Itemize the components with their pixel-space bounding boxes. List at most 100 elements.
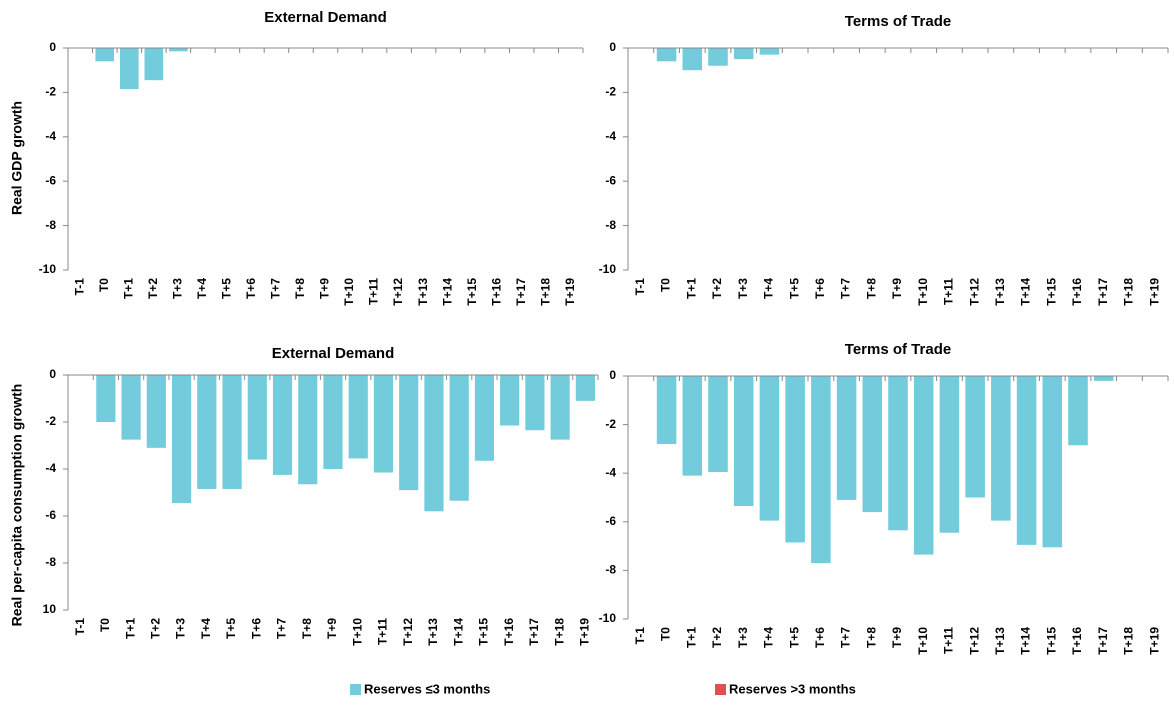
bar xyxy=(550,375,570,440)
x-tick-label: T+10 xyxy=(916,278,930,306)
y-tick-label: -8 xyxy=(605,218,616,232)
bar xyxy=(811,376,831,564)
y-axis-label: Real GDP growth xyxy=(9,101,25,215)
y-tick-label: -10 xyxy=(599,262,617,276)
x-tick-label: T+10 xyxy=(342,278,356,306)
x-tick-label: T+19 xyxy=(1147,627,1161,655)
x-tick-label: T+7 xyxy=(839,278,853,299)
x-tick-label: T+3 xyxy=(171,278,185,299)
x-tick-label: T+9 xyxy=(325,618,339,639)
x-tick-label: T+14 xyxy=(440,278,454,306)
x-tick-label: T+1 xyxy=(121,278,135,299)
x-tick-label: T+15 xyxy=(465,278,479,306)
x-tick-label: T+10 xyxy=(350,618,364,646)
x-tick-label: T+17 xyxy=(1096,278,1110,306)
x-tick-label: T+19 xyxy=(578,618,592,646)
bar xyxy=(759,48,780,55)
bar xyxy=(708,48,728,66)
y-tick-label: 10 xyxy=(43,602,57,616)
y-tick-label: 0 xyxy=(49,367,56,381)
x-tick-label: T+9 xyxy=(318,278,332,299)
x-tick-label: T+3 xyxy=(736,627,750,648)
y-tick-label: -2 xyxy=(45,414,56,428)
x-tick-label: T+11 xyxy=(376,618,390,645)
x-tick-label: T+7 xyxy=(269,278,283,299)
x-tick-label: T+1 xyxy=(684,278,698,299)
x-tick-label: T-1 xyxy=(72,278,86,296)
x-tick-label: T+11 xyxy=(367,278,381,305)
x-tick-label: T+19 xyxy=(1147,278,1161,306)
x-tick-label: T-1 xyxy=(633,278,647,296)
x-tick-label: T+18 xyxy=(552,618,566,646)
y-tick-label: -2 xyxy=(45,85,56,99)
x-tick-label: T+15 xyxy=(1044,627,1058,655)
x-tick-label: T+15 xyxy=(1044,278,1058,306)
x-tick-label: T+6 xyxy=(244,278,258,299)
chart-title: External Demand xyxy=(264,9,387,26)
bar xyxy=(424,375,444,512)
legend-swatch xyxy=(350,684,361,695)
x-tick-label: T+8 xyxy=(293,278,307,299)
bar xyxy=(500,375,520,426)
bar xyxy=(656,48,677,62)
bar xyxy=(272,375,293,475)
bar xyxy=(197,375,217,489)
y-tick-label: -8 xyxy=(45,218,56,232)
x-tick-label: T+5 xyxy=(787,627,801,648)
bar xyxy=(474,375,495,461)
bar xyxy=(759,376,780,521)
x-tick-label: T+6 xyxy=(813,278,827,299)
x-tick-label: T+8 xyxy=(300,618,314,639)
x-tick-label: T+15 xyxy=(477,618,491,646)
bar xyxy=(888,376,908,531)
x-tick-label: T+18 xyxy=(538,278,552,306)
bar xyxy=(323,375,343,469)
x-tick-label: T+16 xyxy=(502,618,516,646)
x-tick-label: T+12 xyxy=(391,278,405,306)
x-tick-label: T-1 xyxy=(633,627,647,645)
x-tick-label: T+4 xyxy=(199,618,213,639)
x-tick-label: T+1 xyxy=(123,618,137,639)
legend-label: Reserves ≤3 months xyxy=(364,681,490,696)
x-tick-label: T+6 xyxy=(813,627,827,648)
y-tick-label: -6 xyxy=(605,173,616,187)
y-tick-label: -10 xyxy=(599,611,617,625)
y-axis-label: Real per-capita consumption growth xyxy=(9,384,25,627)
bar xyxy=(1016,376,1037,545)
y-tick-label: 0 xyxy=(49,40,56,54)
bar xyxy=(222,375,242,489)
x-tick-label: T+16 xyxy=(489,278,503,306)
y-tick-label: 0 xyxy=(609,40,616,54)
x-tick-label: T+13 xyxy=(426,618,440,646)
x-tick-label: T+12 xyxy=(401,618,415,646)
x-tick-label: T+14 xyxy=(1019,627,1033,655)
x-tick-label: T+2 xyxy=(149,618,163,639)
bar xyxy=(121,375,141,440)
bar xyxy=(525,375,545,431)
x-tick-label: T+8 xyxy=(864,278,878,299)
bar xyxy=(449,375,469,501)
bar xyxy=(95,48,115,62)
x-tick-label: T+8 xyxy=(864,627,878,648)
y-tick-label: -8 xyxy=(605,563,616,577)
x-tick-label: T+11 xyxy=(942,278,956,305)
y-tick-label: -10 xyxy=(39,262,57,276)
x-tick-label: T+9 xyxy=(890,278,904,299)
bar xyxy=(171,375,192,504)
y-tick-label: -6 xyxy=(605,514,616,528)
bar xyxy=(862,376,883,513)
bar xyxy=(733,48,754,60)
x-tick-label: T0 xyxy=(98,618,112,632)
x-tick-label: T+12 xyxy=(967,627,981,655)
x-tick-label: T+17 xyxy=(1096,627,1110,655)
bar xyxy=(965,376,985,498)
bar xyxy=(169,48,188,52)
x-tick-label: T+4 xyxy=(762,627,776,648)
bar xyxy=(1042,376,1063,548)
x-tick-label: T+10 xyxy=(916,627,930,655)
bar xyxy=(144,48,164,81)
x-tick-label: T+9 xyxy=(890,627,904,648)
x-tick-label: T+16 xyxy=(1070,278,1084,306)
x-tick-label: T+14 xyxy=(1019,278,1033,306)
x-tick-label: T-1 xyxy=(73,618,87,636)
